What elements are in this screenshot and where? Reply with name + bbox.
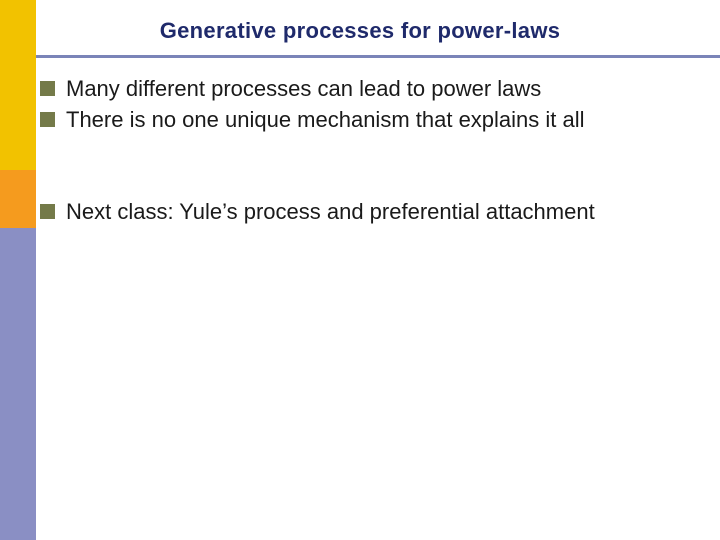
list-item: Many different processes can lead to pow… [40, 75, 700, 103]
slide-body: Many different processes can lead to pow… [40, 75, 700, 229]
list-item: There is no one unique mechanism that ex… [40, 106, 700, 134]
bullet-group-1: Many different processes can lead to pow… [40, 75, 700, 133]
slide-title: Generative processes for power-laws [0, 18, 720, 44]
sidebar-accent [0, 0, 36, 540]
list-item: Next class: Yule’s process and preferent… [40, 198, 700, 226]
sidebar-segment-2 [0, 170, 36, 228]
bullet-group-2: Next class: Yule’s process and preferent… [40, 198, 700, 226]
vertical-gap [40, 136, 700, 198]
title-container: Generative processes for power-laws [0, 18, 720, 44]
title-underline [36, 55, 720, 58]
sidebar-segment-3 [0, 228, 36, 540]
